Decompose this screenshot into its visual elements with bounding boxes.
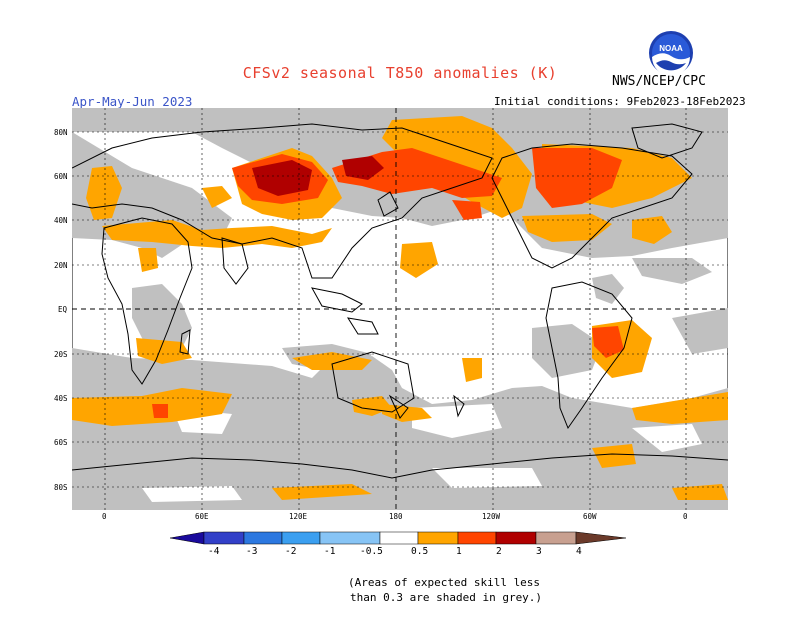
lat-label: 20S xyxy=(54,350,68,359)
colorbar-label: 0.5 xyxy=(411,546,429,557)
lat-label: 40S xyxy=(54,394,68,403)
lon-label: 60W xyxy=(583,512,597,521)
colorbar-swatch xyxy=(457,531,497,545)
colorbar-label: -3 xyxy=(246,546,258,557)
colorbar-swatch xyxy=(281,531,321,545)
lon-label: 120W xyxy=(482,512,501,521)
lat-label: 60S xyxy=(54,438,68,447)
colorbar-swatch xyxy=(243,531,283,545)
lat-label: EQ xyxy=(58,305,68,314)
lon-label: 0 xyxy=(683,512,688,521)
lon-label: 120E xyxy=(289,512,308,521)
colorbar-swatch xyxy=(417,531,459,545)
colorbar-label: 1 xyxy=(456,546,462,557)
colorbar-label: -1 xyxy=(324,546,336,557)
colorbar-label: 4 xyxy=(576,546,582,557)
lon-label: 60E xyxy=(195,512,209,521)
lon-label: 180 xyxy=(389,512,403,521)
colorbar-label: 3 xyxy=(536,546,542,557)
colorbar-label: -2 xyxy=(285,546,297,557)
colorbar-label: -4 xyxy=(208,546,220,557)
equator-dateline xyxy=(72,108,728,510)
lat-label: 40N xyxy=(54,216,68,225)
colorbar xyxy=(170,531,627,545)
colorbar-swatch xyxy=(203,531,245,545)
noaa-logo: NOAA xyxy=(649,31,693,76)
graticule xyxy=(72,108,728,510)
colorbar-label: -0.5 xyxy=(360,546,383,557)
colorbar-swatch xyxy=(535,531,577,545)
lon-label: 0 xyxy=(102,512,107,521)
forecast-period: Apr-May-Jun 2023 xyxy=(72,94,193,109)
colorbar-swatch xyxy=(319,531,381,545)
colorbar-swatch xyxy=(379,531,419,545)
footnote-line1: (Areas of expected skill less xyxy=(348,576,541,589)
lat-label: 80S xyxy=(54,483,68,492)
colorbar-arrow-right xyxy=(575,531,627,545)
lat-label: 80N xyxy=(54,128,68,137)
lat-label: 60N xyxy=(54,172,68,181)
anomaly-map xyxy=(72,108,728,510)
agency-label: NWS/NCEP/CPC xyxy=(612,74,706,89)
lat-label: 20N xyxy=(54,261,68,270)
footnote-line2: than 0.3 are shaded in grey.) xyxy=(350,591,543,604)
logo-text: NOAA xyxy=(659,44,683,53)
initial-conditions: Initial conditions: 9Feb2023-18Feb2023 xyxy=(494,95,746,108)
colorbar-arrow-left xyxy=(170,531,205,545)
anomaly-darkred xyxy=(252,156,384,196)
colorbar-swatch xyxy=(495,531,537,545)
map-title: CFSv2 seasonal T850 anomalies (K) xyxy=(242,64,558,82)
colorbar-label: 2 xyxy=(496,546,502,557)
